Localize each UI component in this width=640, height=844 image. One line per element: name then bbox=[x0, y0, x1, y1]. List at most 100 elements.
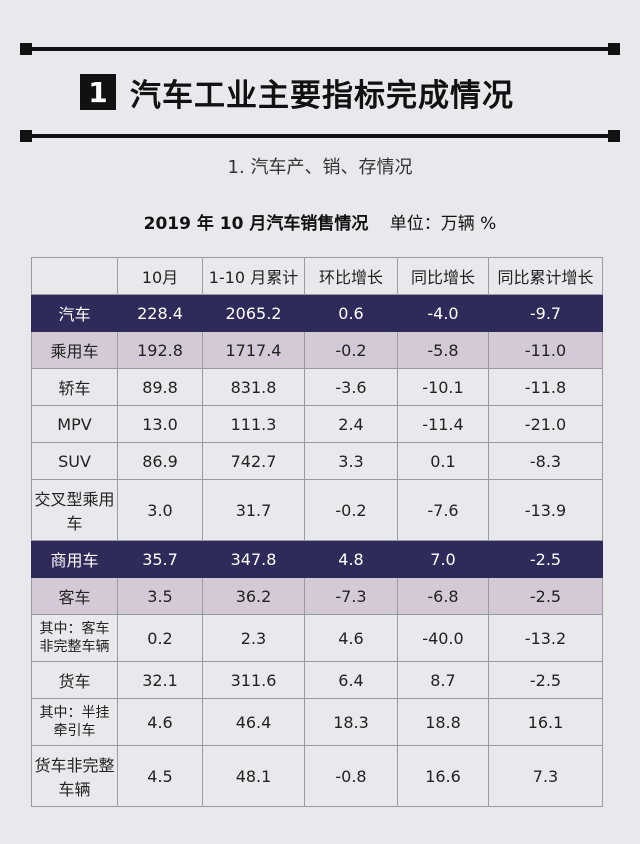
column-header: 1-10 月累计 bbox=[202, 257, 305, 295]
table-cell: -4.0 bbox=[397, 294, 489, 332]
table-row: SUV 86.9 742.7 3.3 0.1 -8.3 bbox=[31, 442, 603, 480]
table-header-row: 10月 1-10 月累计 环比增长 同比增长 同比累计增长 bbox=[31, 257, 603, 295]
table-cell: -11.4 bbox=[397, 405, 489, 443]
table-cell: 86.9 bbox=[117, 442, 203, 480]
column-header: 10月 bbox=[117, 257, 203, 295]
section-header: 1 汽车工业主要指标完成情况 bbox=[80, 72, 514, 114]
table-cell: 8.7 bbox=[397, 661, 489, 699]
table-row: 乘用车 192.8 1717.4 -0.2 -5.8 -11.0 bbox=[31, 331, 603, 369]
table-unit-label: 单位：万辆 % bbox=[389, 214, 497, 234]
row-label: 汽车 bbox=[31, 294, 118, 332]
table-cell: 3.0 bbox=[117, 479, 203, 541]
table-cell: 0.6 bbox=[304, 294, 398, 332]
bottom-divider-rule bbox=[20, 130, 620, 142]
row-label: 交叉型乘用车 bbox=[31, 479, 118, 541]
table-title: 2019 年 10 月汽车销售情况 单位：万辆 % bbox=[0, 209, 640, 234]
table-cell: 48.1 bbox=[202, 745, 305, 807]
table-cell: 2.4 bbox=[304, 405, 398, 443]
table-row: 商用车 35.7 347.8 4.8 7.0 -2.5 bbox=[31, 540, 603, 578]
table-cell: 1717.4 bbox=[202, 331, 305, 369]
table-cell: 831.8 bbox=[202, 368, 305, 406]
table-cell: 3.5 bbox=[117, 577, 203, 615]
column-header: 同比累计增长 bbox=[488, 257, 603, 295]
table-cell: 6.4 bbox=[304, 661, 398, 699]
table-cell: 2.3 bbox=[202, 614, 305, 662]
row-label: 客车 bbox=[31, 577, 118, 615]
table-cell: -6.8 bbox=[397, 577, 489, 615]
table-cell: 89.8 bbox=[117, 368, 203, 406]
table-cell: -2.5 bbox=[488, 540, 603, 578]
table-row: 其中：半挂牵引车 4.6 46.4 18.3 18.8 16.1 bbox=[31, 698, 603, 746]
row-label: 其中：客车非完整车辆 bbox=[31, 614, 118, 662]
row-label: 其中：半挂牵引车 bbox=[31, 698, 118, 746]
table-row: 其中：客车非完整车辆 0.2 2.3 4.6 -40.0 -13.2 bbox=[31, 614, 603, 662]
table-row: 货车 32.1 311.6 6.4 8.7 -2.5 bbox=[31, 661, 603, 699]
top-divider-rule bbox=[20, 43, 620, 55]
table-cell: -7.6 bbox=[397, 479, 489, 541]
table-cell: 111.3 bbox=[202, 405, 305, 443]
table-cell: 4.5 bbox=[117, 745, 203, 807]
row-label: 乘用车 bbox=[31, 331, 118, 369]
table-cell: 2065.2 bbox=[202, 294, 305, 332]
table-cell: 7.0 bbox=[397, 540, 489, 578]
table-cell: -9.7 bbox=[488, 294, 603, 332]
table-cell: 3.3 bbox=[304, 442, 398, 480]
table-row: MPV 13.0 111.3 2.4 -11.4 -21.0 bbox=[31, 405, 603, 443]
table-cell: 18.3 bbox=[304, 698, 398, 746]
subsection-title: 1. 汽车产、销、存情况 bbox=[227, 157, 413, 178]
table-cell: -2.5 bbox=[488, 661, 603, 699]
table-cell: 36.2 bbox=[202, 577, 305, 615]
table-cell: 35.7 bbox=[117, 540, 203, 578]
table-cell: -13.2 bbox=[488, 614, 603, 662]
table-cell: 311.6 bbox=[202, 661, 305, 699]
row-label: 货车非完整车辆 bbox=[31, 745, 118, 807]
table-cell: -10.1 bbox=[397, 368, 489, 406]
table-cell: -0.2 bbox=[304, 331, 398, 369]
table-cell: -7.3 bbox=[304, 577, 398, 615]
table-row: 汽车 228.4 2065.2 0.6 -4.0 -9.7 bbox=[31, 294, 603, 332]
table-row: 客车 3.5 36.2 -7.3 -6.8 -2.5 bbox=[31, 577, 603, 615]
table-cell: 4.6 bbox=[117, 698, 203, 746]
table-cell: 13.0 bbox=[117, 405, 203, 443]
table-cell: -21.0 bbox=[488, 405, 603, 443]
table-cell: 7.3 bbox=[488, 745, 603, 807]
column-header bbox=[31, 257, 118, 295]
table-row: 货车非完整车辆 4.5 48.1 -0.8 16.6 7.3 bbox=[31, 745, 603, 807]
table-cell: -0.8 bbox=[304, 745, 398, 807]
table-cell: -13.9 bbox=[488, 479, 603, 541]
table-cell: 32.1 bbox=[117, 661, 203, 699]
column-header: 环比增长 bbox=[304, 257, 398, 295]
row-label: MPV bbox=[31, 405, 118, 443]
table-cell: -3.6 bbox=[304, 368, 398, 406]
table-cell: 0.2 bbox=[117, 614, 203, 662]
section-number-badge: 1 bbox=[80, 74, 116, 110]
table-title-main: 2019 年 10 月汽车销售情况 bbox=[143, 214, 369, 234]
table-cell: 0.1 bbox=[397, 442, 489, 480]
row-label: SUV bbox=[31, 442, 118, 480]
column-header: 同比增长 bbox=[397, 257, 489, 295]
table-cell: 46.4 bbox=[202, 698, 305, 746]
table-row: 交叉型乘用车 3.0 31.7 -0.2 -7.6 -13.9 bbox=[31, 479, 603, 541]
table-cell: 18.8 bbox=[397, 698, 489, 746]
table-cell: 31.7 bbox=[202, 479, 305, 541]
table-cell: -11.8 bbox=[488, 368, 603, 406]
row-label: 商用车 bbox=[31, 540, 118, 578]
table-cell: 742.7 bbox=[202, 442, 305, 480]
table-cell: 347.8 bbox=[202, 540, 305, 578]
table-cell: -8.3 bbox=[488, 442, 603, 480]
table-cell: -5.8 bbox=[397, 331, 489, 369]
table-row: 轿车 89.8 831.8 -3.6 -10.1 -11.8 bbox=[31, 368, 603, 406]
table-cell: 4.8 bbox=[304, 540, 398, 578]
table-cell: 16.1 bbox=[488, 698, 603, 746]
table-cell: 192.8 bbox=[117, 331, 203, 369]
table-cell: -40.0 bbox=[397, 614, 489, 662]
table-cell: -0.2 bbox=[304, 479, 398, 541]
table-cell: 228.4 bbox=[117, 294, 203, 332]
table-cell: 4.6 bbox=[304, 614, 398, 662]
row-label: 货车 bbox=[31, 661, 118, 699]
table-cell: 16.6 bbox=[397, 745, 489, 807]
row-label: 轿车 bbox=[31, 368, 118, 406]
section-title: 汽车工业主要指标完成情况 bbox=[130, 77, 514, 114]
table-cell: -2.5 bbox=[488, 577, 603, 615]
sales-table: 10月 1-10 月累计 环比增长 同比增长 同比累计增长 汽车 228.4 2… bbox=[31, 257, 603, 807]
